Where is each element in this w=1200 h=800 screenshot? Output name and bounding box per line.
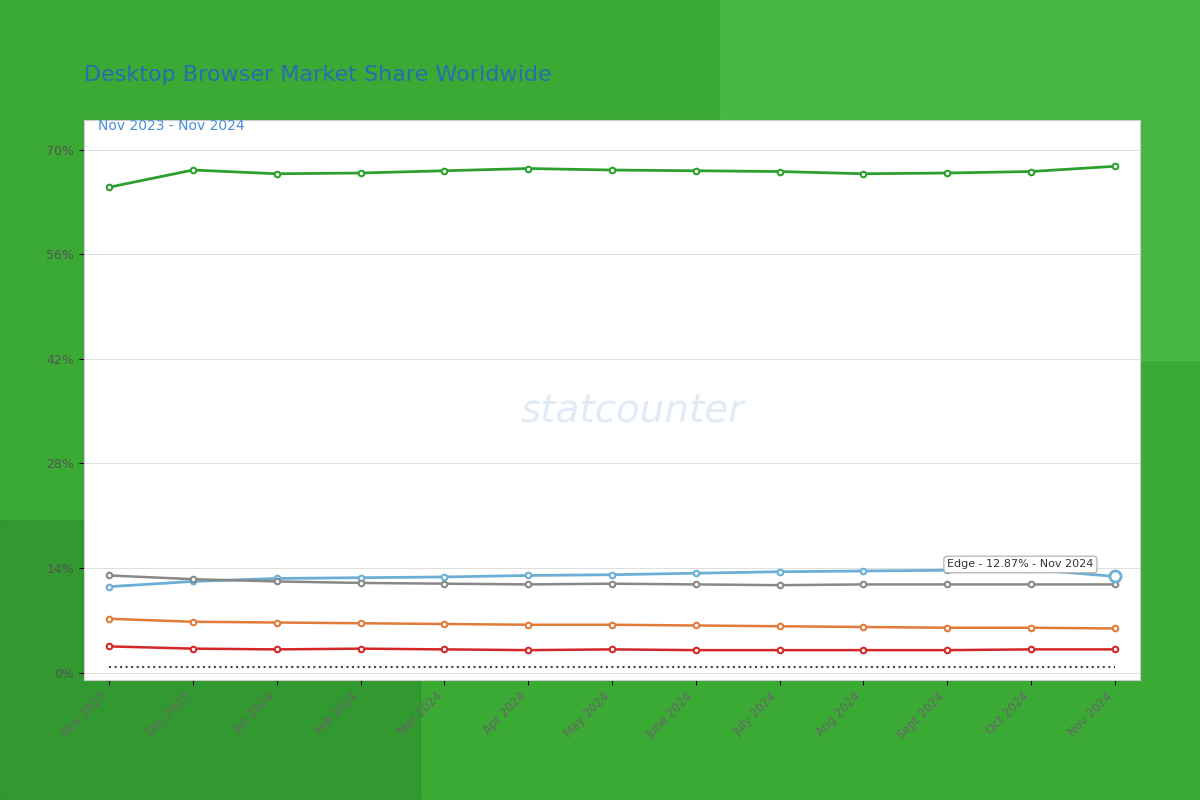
Text: statcounter: statcounter — [521, 392, 745, 430]
Text: Edge - 12.87% - Nov 2024: Edge - 12.87% - Nov 2024 — [947, 559, 1093, 570]
Bar — [0, 520, 420, 800]
Text: Nov 2023 - Nov 2024: Nov 2023 - Nov 2024 — [98, 119, 245, 134]
Bar — [720, 0, 1200, 360]
Text: Desktop Browser Market Share Worldwide: Desktop Browser Market Share Worldwide — [84, 65, 552, 85]
